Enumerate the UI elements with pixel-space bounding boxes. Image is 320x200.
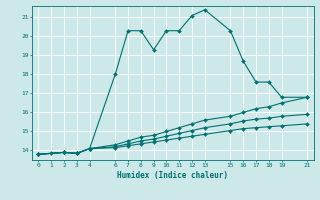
X-axis label: Humidex (Indice chaleur): Humidex (Indice chaleur) <box>117 171 228 180</box>
